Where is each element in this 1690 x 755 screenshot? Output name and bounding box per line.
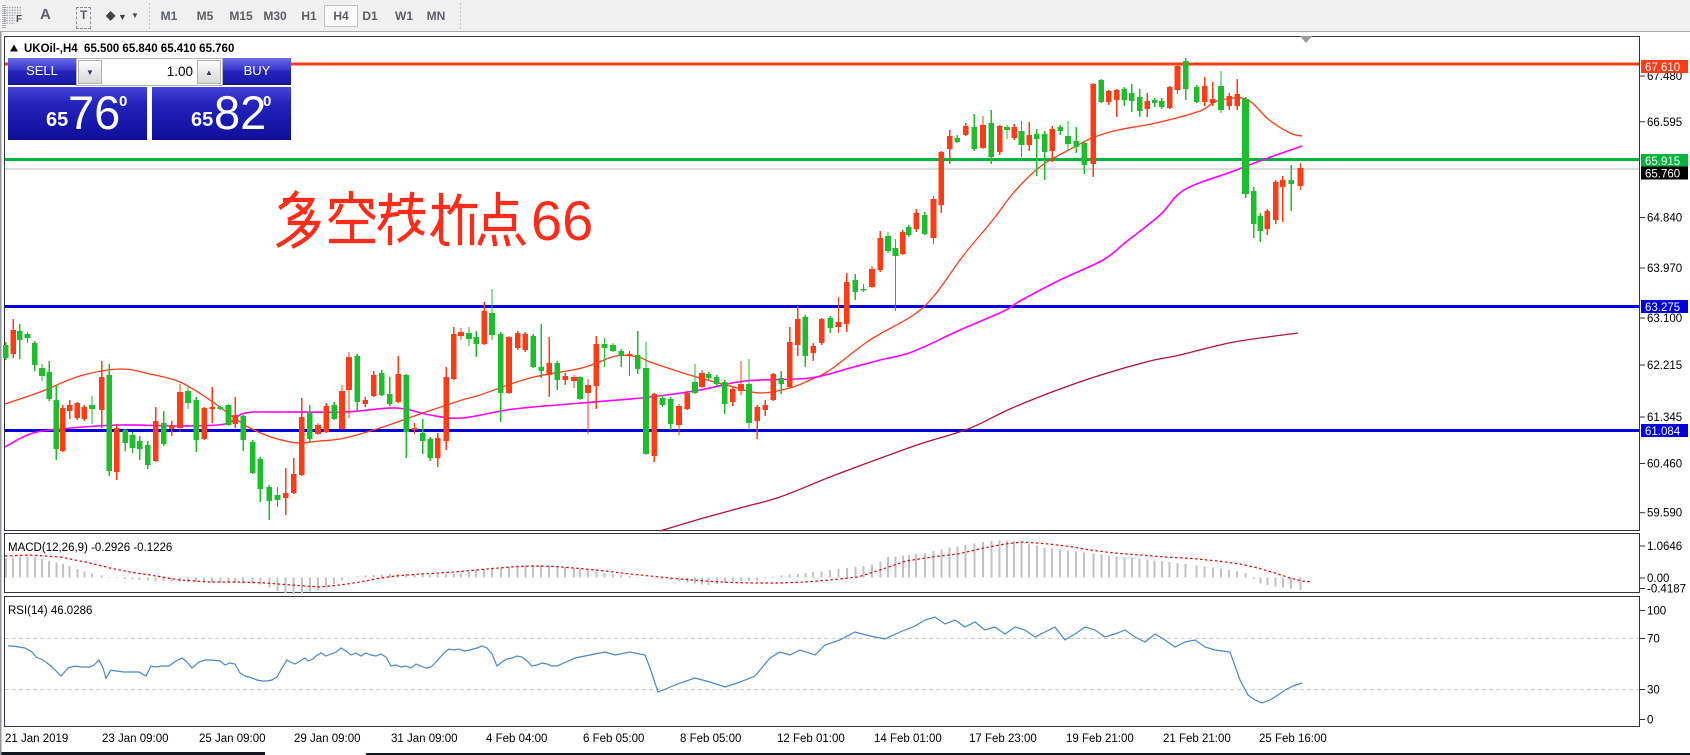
- svg-text:65.915: 65.915: [1645, 156, 1680, 168]
- svg-text:70: 70: [1647, 634, 1660, 646]
- svg-text:19 Feb 21:00: 19 Feb 21:00: [1066, 733, 1134, 745]
- svg-text:61.084: 61.084: [1645, 426, 1681, 438]
- svg-text:21 Feb 21:00: 21 Feb 21:00: [1163, 733, 1231, 745]
- svg-text:25 Feb 16:00: 25 Feb 16:00: [1259, 733, 1327, 745]
- svg-text:67.480: 67.480: [1647, 71, 1682, 83]
- svg-text:RSI(14) 46.0286: RSI(14) 46.0286: [8, 605, 92, 617]
- svg-text:21 Jan 2019: 21 Jan 2019: [5, 733, 68, 745]
- svg-text:4 Feb 04:00: 4 Feb 04:00: [486, 733, 547, 745]
- svg-text:67.610: 67.610: [1645, 62, 1680, 74]
- svg-text:61.345: 61.345: [1647, 412, 1682, 424]
- svg-text:63.100: 63.100: [1647, 313, 1682, 325]
- svg-text:0: 0: [1647, 715, 1653, 727]
- svg-text:8 Feb 05:00: 8 Feb 05:00: [680, 733, 741, 745]
- svg-text:1.0646: 1.0646: [1647, 541, 1682, 553]
- svg-text:14 Feb 01:00: 14 Feb 01:00: [874, 733, 942, 745]
- svg-text:66.595: 66.595: [1647, 117, 1682, 129]
- svg-text:0.00: 0.00: [1647, 573, 1669, 585]
- svg-text:100: 100: [1647, 606, 1666, 618]
- svg-text:30: 30: [1647, 685, 1660, 697]
- svg-text:66: 66: [531, 189, 593, 252]
- svg-text:6 Feb 05:00: 6 Feb 05:00: [583, 733, 644, 745]
- svg-text:25 Jan 09:00: 25 Jan 09:00: [199, 733, 266, 745]
- svg-text:UKOil-,H4 65.500 65.840 65.41: UKOil-,H4 65.500 65.840 65.410 65.760: [24, 43, 234, 55]
- svg-text:64.840: 64.840: [1647, 213, 1682, 225]
- svg-text:12 Feb 01:00: 12 Feb 01:00: [777, 733, 845, 745]
- svg-text:29 Jan 09:00: 29 Jan 09:00: [294, 733, 361, 745]
- svg-text:60.460: 60.460: [1647, 459, 1682, 471]
- svg-text:MACD(12,26,9) -0.2926 -0.1226: MACD(12,26,9) -0.2926 -0.1226: [8, 542, 172, 554]
- svg-text:-0.4187: -0.4187: [1647, 584, 1686, 596]
- svg-text:63.970: 63.970: [1647, 263, 1682, 275]
- svg-text:62.215: 62.215: [1647, 360, 1682, 372]
- svg-text:17 Feb 23:00: 17 Feb 23:00: [969, 733, 1037, 745]
- svg-text:59.590: 59.590: [1647, 508, 1682, 520]
- svg-text:63.275: 63.275: [1645, 302, 1680, 314]
- svg-text:31 Jan 09:00: 31 Jan 09:00: [391, 733, 458, 745]
- svg-text:23 Jan 09:00: 23 Jan 09:00: [102, 733, 169, 745]
- svg-text:65.760: 65.760: [1645, 169, 1680, 181]
